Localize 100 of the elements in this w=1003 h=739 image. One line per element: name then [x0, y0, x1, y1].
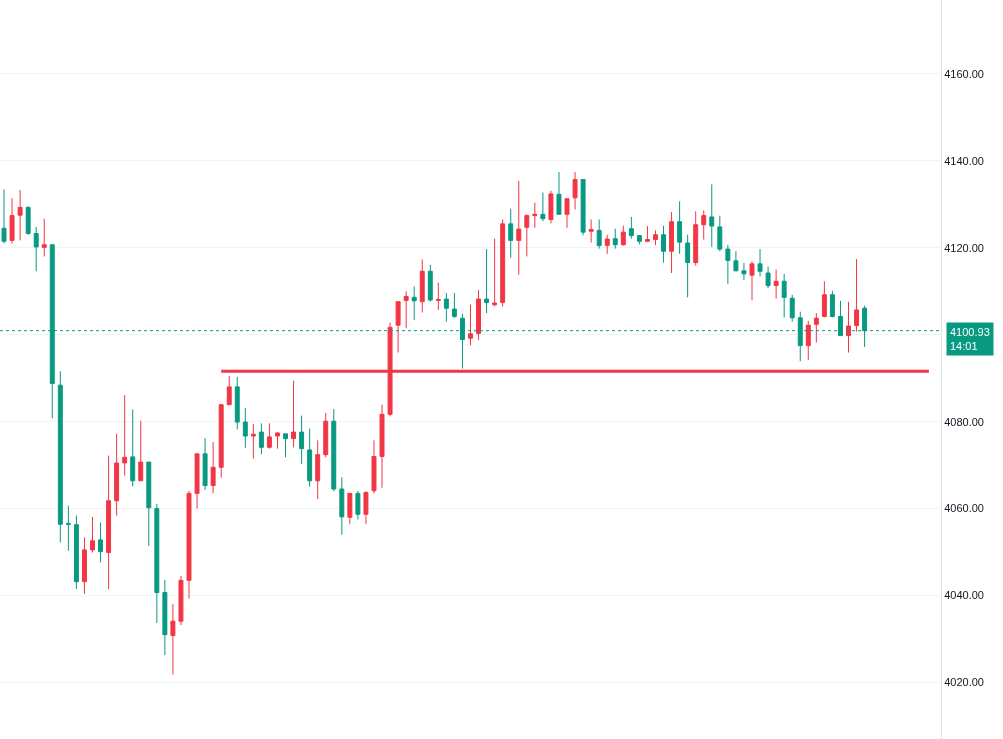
candlestick [202, 437, 208, 491]
candlestick [17, 189, 23, 241]
candlestick [789, 294, 795, 323]
candlestick [854, 258, 860, 333]
candlestick [130, 408, 136, 487]
candlestick [146, 461, 152, 547]
candlestick [733, 250, 739, 272]
candlestick [653, 229, 658, 246]
candlestick [226, 375, 232, 406]
candlestick [106, 455, 112, 590]
candlestick [540, 192, 546, 222]
candlestick [315, 439, 321, 500]
candlestick [717, 215, 723, 252]
candlestick [821, 280, 827, 318]
candlestick [484, 248, 490, 314]
candlestick [451, 292, 457, 319]
candlestick [98, 522, 103, 564]
candlestick [331, 408, 337, 492]
candlestick [339, 476, 345, 536]
candlestick [194, 453, 200, 510]
candlestick [492, 238, 498, 307]
candlestick [669, 211, 675, 274]
candlestick [773, 269, 779, 300]
candlestick [299, 415, 305, 465]
candlestick [427, 264, 433, 303]
candlestick [435, 282, 441, 311]
candlestick [749, 260, 755, 301]
candlestick [355, 490, 361, 520]
candlestick [258, 422, 264, 455]
candlestick [476, 289, 482, 341]
candlestick [500, 219, 506, 307]
candlestick [829, 290, 835, 318]
candlestick [805, 320, 811, 361]
candlestick [395, 301, 401, 354]
candlestick [1, 189, 7, 244]
candlestick [347, 492, 353, 525]
candlestick [813, 312, 819, 344]
candlestick [90, 516, 95, 554]
candlestick [741, 262, 747, 281]
candlestick [725, 244, 731, 285]
candlestick [250, 423, 256, 460]
candlestick [564, 198, 570, 229]
candlestick [693, 210, 699, 267]
candlestick [114, 433, 120, 517]
candlestick [846, 301, 851, 354]
candlestick [580, 179, 586, 236]
candlestick [644, 225, 650, 243]
candlestick [65, 505, 71, 552]
candlestick [154, 503, 160, 624]
candlestick [9, 197, 15, 244]
candlestick [443, 292, 449, 323]
candlestick [685, 234, 691, 298]
candlestick [419, 259, 425, 314]
candlestick [25, 205, 31, 236]
candlestick [266, 422, 272, 450]
y-tick-label: 4120.00 [944, 241, 984, 254]
candlestick [138, 420, 144, 482]
candlestick [572, 171, 578, 211]
candlestick [403, 290, 409, 329]
y-tick-label: 4080.00 [944, 415, 984, 428]
candlestick [596, 219, 602, 250]
candlestick [612, 228, 618, 250]
candlestick [468, 304, 473, 346]
candlestick [81, 536, 87, 595]
candlestick [379, 404, 385, 489]
y-tick-label: 4060.00 [944, 502, 984, 515]
candlestick [363, 490, 369, 525]
candlestick [73, 515, 79, 590]
candlestick [291, 380, 297, 448]
candlestick [588, 219, 594, 244]
y-tick-label: 4040.00 [944, 589, 984, 602]
candlestick [781, 273, 787, 318]
candlestick [532, 202, 538, 229]
candlestick [218, 403, 224, 479]
candlestick [41, 218, 47, 257]
candlestick [636, 235, 642, 245]
candlestick [234, 376, 240, 430]
candlestick [33, 226, 39, 272]
candlestick [122, 394, 128, 477]
candlestick [628, 216, 634, 240]
candlestick [186, 490, 192, 600]
candlestick [508, 208, 514, 259]
candlestick [178, 575, 184, 626]
y-tick-label: 4160.00 [944, 67, 984, 80]
candlestick [307, 428, 313, 487]
candlestick [677, 200, 683, 255]
y-tick-label: 4020.00 [944, 676, 984, 689]
candlestick [275, 431, 280, 450]
candlestick [170, 603, 176, 676]
candlestick [765, 265, 771, 289]
candlestick [548, 190, 554, 224]
candlestick [283, 433, 288, 458]
candlestick [709, 183, 715, 248]
candlestick [242, 407, 248, 449]
candlestick [210, 441, 216, 494]
candlestick [524, 213, 530, 257]
candlestick [516, 180, 522, 276]
candlestick [604, 234, 610, 255]
candlestick [620, 225, 626, 247]
candlestick [701, 209, 707, 241]
